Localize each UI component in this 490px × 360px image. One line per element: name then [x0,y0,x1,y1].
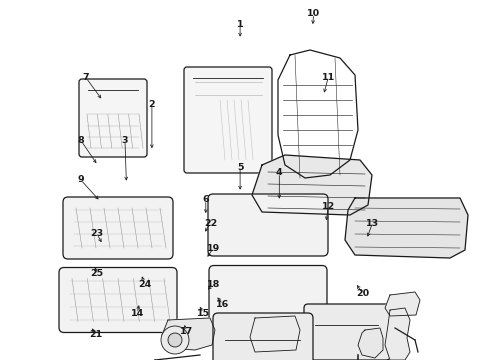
Text: 4: 4 [276,168,283,177]
Text: 16: 16 [216,300,230,309]
Text: 13: 13 [366,219,379,228]
Circle shape [168,333,182,347]
Polygon shape [385,308,410,360]
Circle shape [161,326,189,354]
FancyBboxPatch shape [59,267,177,333]
Text: 18: 18 [206,280,220,289]
Text: 19: 19 [206,244,220,253]
Text: 22: 22 [204,219,218,228]
Text: 10: 10 [307,9,320,18]
Text: 1: 1 [237,20,244,29]
Text: 24: 24 [138,280,151,289]
Polygon shape [162,318,215,350]
Polygon shape [252,155,372,215]
Text: 7: 7 [82,73,89,82]
Text: 17: 17 [179,327,193,336]
Text: 2: 2 [148,100,155,109]
Polygon shape [385,292,420,316]
Text: 12: 12 [321,202,335,211]
FancyBboxPatch shape [213,313,313,360]
Text: 8: 8 [77,136,84,145]
Text: 21: 21 [89,330,102,339]
Text: 15: 15 [197,309,210,318]
FancyBboxPatch shape [209,266,327,330]
FancyBboxPatch shape [184,67,272,173]
Text: 5: 5 [237,163,244,172]
FancyBboxPatch shape [304,304,390,360]
Text: 3: 3 [122,136,128,145]
Text: 11: 11 [321,73,335,82]
Text: 6: 6 [202,195,209,204]
Text: 25: 25 [91,269,103,278]
Polygon shape [358,328,383,358]
Polygon shape [250,316,300,352]
FancyBboxPatch shape [79,79,147,157]
Polygon shape [345,198,468,258]
Text: 9: 9 [77,175,84,184]
FancyBboxPatch shape [63,197,173,259]
Text: 14: 14 [130,309,144,318]
Text: 23: 23 [91,230,103,238]
Text: 20: 20 [356,289,369,298]
FancyBboxPatch shape [208,194,328,256]
